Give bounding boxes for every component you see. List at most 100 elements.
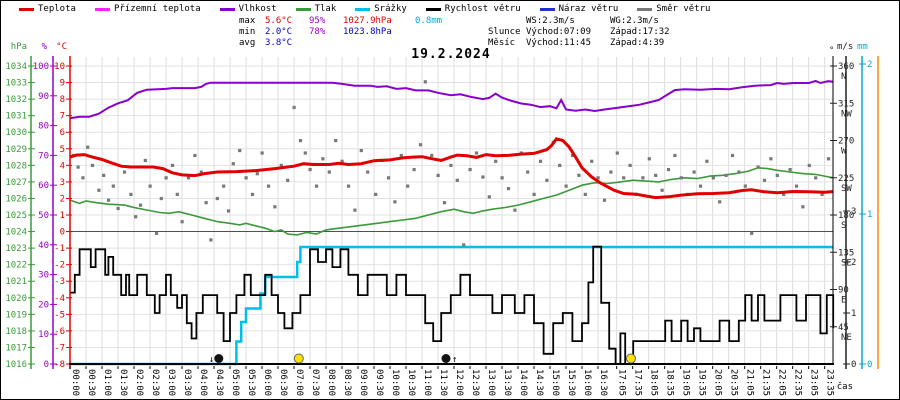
svg-text:0: 0: [60, 228, 65, 238]
legend-item-vlhkost: Vlhkost: [219, 4, 277, 15]
svg-text:8: 8: [60, 95, 65, 105]
svg-text:03:30: 03:30: [182, 369, 192, 396]
legend-label: Přízemní teplota: [113, 4, 201, 14]
svg-text:2: 2: [851, 258, 856, 268]
svg-text:1023: 1023: [5, 244, 27, 254]
svg-text:1024: 1024: [5, 228, 27, 238]
svg-text:1019: 1019: [5, 310, 27, 320]
svg-text:1021: 1021: [5, 277, 27, 287]
svg-text:22:35: 22:35: [793, 369, 803, 396]
svg-text:20: 20: [38, 300, 49, 310]
moon-row: Měsíc Východ:11:45 Západ:4:39: [488, 38, 670, 49]
svg-text:00:30: 00:30: [86, 369, 96, 396]
svg-text:09:00: 09:00: [358, 369, 368, 396]
sun-rise: Východ:07:09: [526, 27, 592, 37]
svg-text:00:00: 00:00: [70, 369, 80, 396]
stat-max-rain: 0.8mm: [415, 16, 443, 26]
series-rychlost-v-tru: [70, 245, 835, 365]
svg-text:13:00: 13:00: [486, 369, 496, 396]
svg-text:18:05: 18:05: [649, 369, 659, 396]
legend-label: Vlhkost: [238, 4, 277, 14]
svg-text:08:00: 08:00: [326, 369, 336, 396]
legend-item-tlak: Tlak: [295, 4, 336, 15]
svg-text:W: W: [841, 147, 847, 157]
svg-text:20:35: 20:35: [729, 369, 739, 396]
stat-max-humidity: 95%: [309, 16, 326, 26]
svg-text:%: %: [42, 42, 48, 52]
svg-text:02:30: 02:30: [150, 369, 160, 396]
svg-text:1027: 1027: [5, 178, 27, 188]
stats-summary: max 5.6°C 95% 1027.9hPa 0.8mm min 2.0°C 78% 102…: [239, 16, 442, 49]
stat-min-label: min: [239, 27, 256, 37]
svg-text:15:00: 15:00: [550, 369, 560, 396]
stat-min-pressure: 1023.8hPa: [343, 27, 392, 37]
legend-item-n-raz-v-tru: Náraz větru: [539, 4, 619, 15]
svg-text:1017: 1017: [5, 343, 27, 353]
svg-text:E: E: [841, 296, 846, 306]
stat-min-temp: 2.0°C: [265, 27, 293, 37]
legend-label: Směr větru: [656, 4, 711, 14]
wind-gust-summary: WG:2.3m/s: [610, 16, 659, 26]
stats-row-max: max 5.6°C 95% 1027.9hPa 0.8mm: [239, 16, 442, 27]
stat-max-pressure: 1027.9hPa: [343, 16, 392, 26]
astro-summary: WS:2.3m/s WG:2.3m/s Slunce Východ:07:09 Záp…: [488, 16, 670, 49]
wind-speed-summary: WS:2.3m/s: [526, 16, 575, 26]
svg-text:03:00: 03:00: [166, 369, 176, 396]
legend-item-rychlost-v-tru: Rychlost větru: [425, 4, 521, 15]
svg-text:0: 0: [867, 360, 872, 370]
svg-text:1016: 1016: [5, 360, 27, 370]
svg-text:1030: 1030: [5, 128, 27, 138]
svg-text:16:00: 16:00: [582, 369, 592, 396]
svg-text:20:05: 20:05: [713, 369, 723, 396]
svg-text:07:30: 07:30: [310, 369, 320, 396]
svg-text:11:30: 11:30: [438, 369, 448, 396]
svg-text:-3: -3: [54, 277, 65, 287]
legend-item-teplota: Teplota: [19, 4, 76, 15]
svg-text:22:05: 22:05: [777, 369, 787, 396]
svg-text:1034: 1034: [5, 62, 27, 72]
svg-text:07:00: 07:00: [294, 369, 304, 396]
legend-label: Srážky: [374, 4, 407, 14]
stat-min-humidity: 78%: [309, 27, 326, 37]
svg-text:14:30: 14:30: [534, 369, 544, 396]
series-teplota: [69, 137, 834, 200]
svg-text:19:05: 19:05: [681, 369, 691, 396]
svg-text:2: 2: [867, 60, 872, 70]
sun-set-marker: [625, 353, 636, 364]
svg-text:↓: ↓: [209, 355, 214, 365]
sun-set: Západ:17:32: [610, 27, 670, 37]
legend-swatch: [637, 8, 653, 11]
svg-text:50: 50: [38, 211, 49, 221]
moon-label: Měsíc: [488, 38, 516, 48]
svg-text:04:30: 04:30: [214, 369, 224, 396]
legend-swatch: [539, 8, 555, 11]
series-sm-r-v-tru: [71, 80, 831, 247]
svg-text:90: 90: [38, 92, 49, 102]
svg-text:7: 7: [60, 112, 65, 122]
legend: Teplota Přízemní teplota Vlhkost Tlak Srážky…: [19, 4, 710, 15]
svg-text:15:30: 15:30: [566, 369, 576, 396]
moon-set: Západ:4:39: [610, 38, 665, 48]
svg-text:30: 30: [38, 271, 49, 281]
svg-text:04:00: 04:00: [198, 369, 208, 396]
sun-moon-markers: ↓ ↑: [209, 353, 636, 365]
legend-item-sr-ky: Srážky: [355, 4, 407, 15]
legend-swatch: [295, 8, 311, 11]
svg-text:1032: 1032: [5, 95, 27, 105]
svg-text:23:35: 23:35: [825, 369, 835, 396]
stat-max-label: max: [239, 16, 256, 26]
legend-item-p-zemn-teplota: Přízemní teplota: [94, 4, 201, 15]
svg-text:1031: 1031: [5, 112, 27, 122]
svg-text:10:30: 10:30: [406, 369, 416, 396]
svg-text:23:05: 23:05: [809, 369, 819, 396]
svg-text:16:30: 16:30: [598, 369, 608, 396]
svg-text:13:30: 13:30: [502, 369, 512, 396]
svg-text:21:05: 21:05: [745, 369, 755, 396]
series-vlhkost: [69, 79, 834, 120]
svg-text:°: °: [829, 46, 834, 56]
svg-text:2: 2: [60, 194, 65, 204]
svg-text:90: 90: [838, 286, 849, 296]
legend-label: Náraz větru: [558, 4, 619, 14]
svg-text:1020: 1020: [5, 294, 27, 304]
